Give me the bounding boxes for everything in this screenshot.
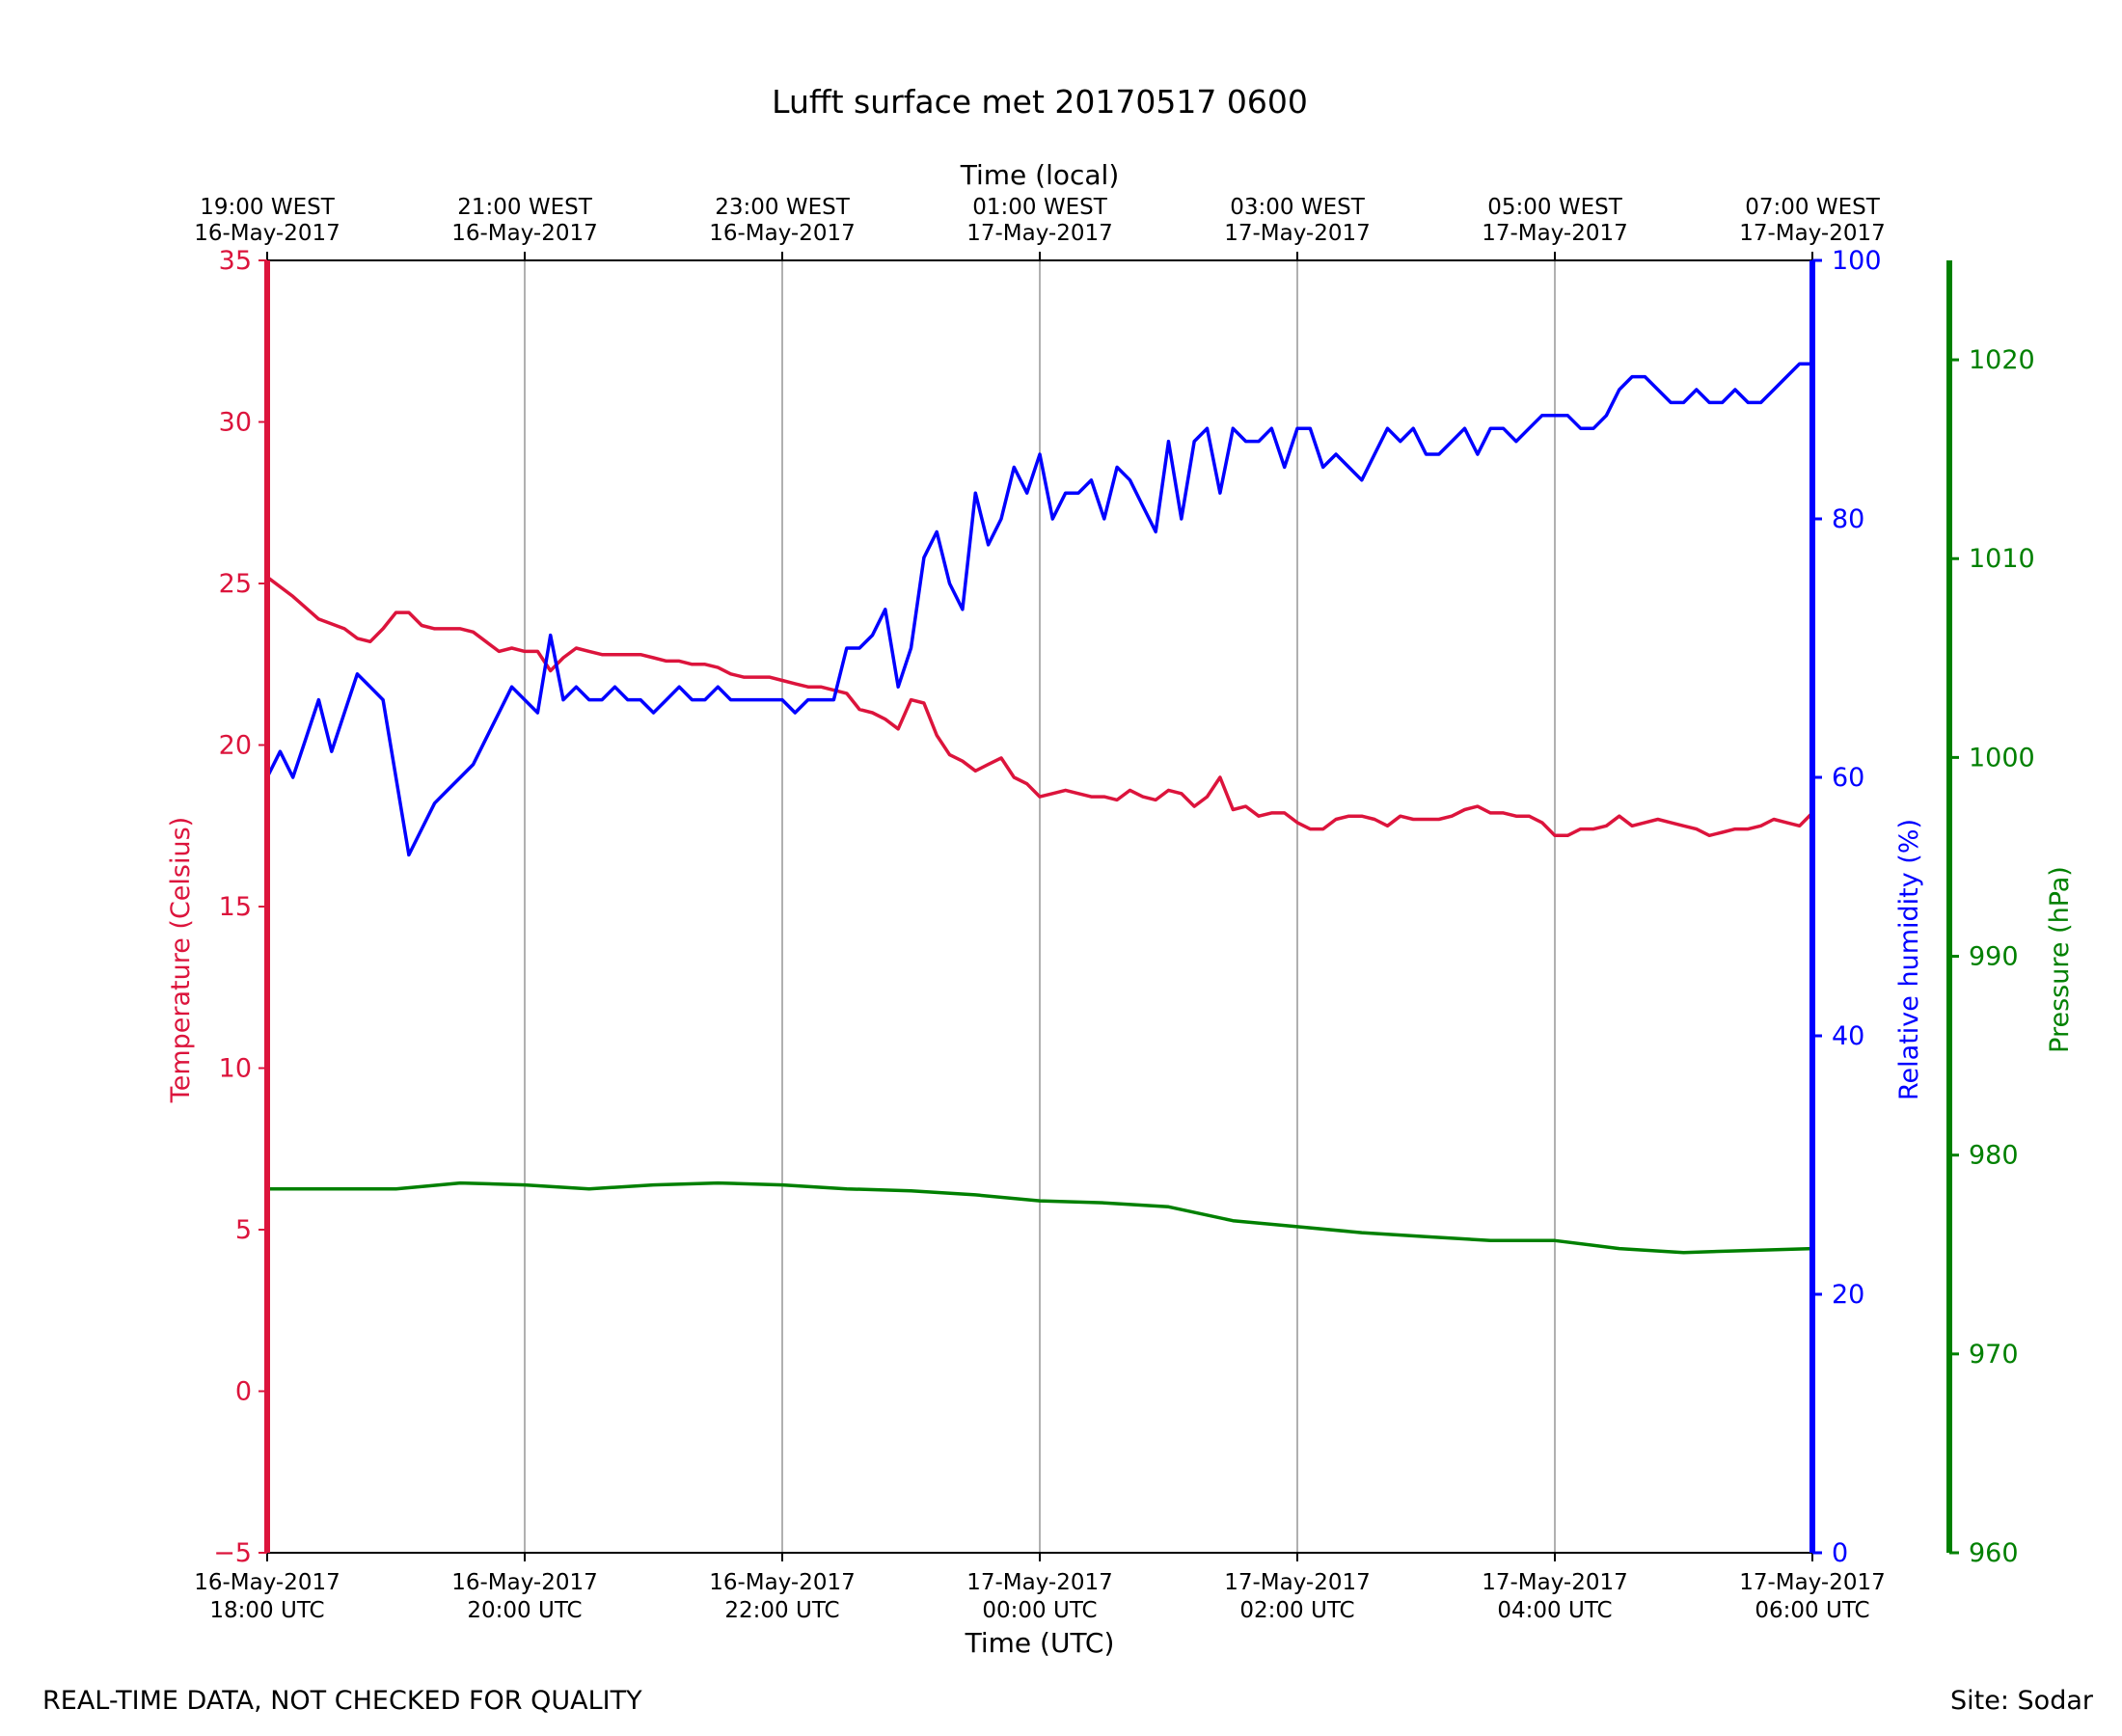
x2-tick-label-date: 16-May-2017 (194, 221, 340, 246)
x2-tick-label-date: 17-May-2017 (966, 221, 1113, 246)
temperature-tick-label: −5 (213, 1538, 252, 1568)
humidity-line (265, 362, 1812, 857)
x-tick-label-time: 20:00 UTC (467, 1598, 582, 1623)
x2-tick-label-time: 03:00 WEST (1230, 195, 1365, 220)
x-tick-label-date: 17-May-2017 (1482, 1570, 1628, 1595)
x-tick-label-date: 16-May-2017 (709, 1570, 856, 1595)
x2-tick-label-time: 19:00 WEST (200, 195, 335, 220)
x-tick-label-time: 06:00 UTC (1755, 1598, 1869, 1623)
x-tick-label-time: 00:00 UTC (982, 1598, 1097, 1623)
x2-tick-label-time: 01:00 WEST (972, 195, 1107, 220)
pressure-axis-label: Pressure (hPa) (2045, 866, 2075, 1053)
x-tick-label-date: 17-May-2017 (1739, 1570, 1886, 1595)
temperature-tick-label: 25 (219, 569, 252, 599)
site-label: Site: Sodar (1950, 1686, 2093, 1716)
temperature-tick-label: 35 (219, 246, 252, 276)
x2-tick-label-time: 07:00 WEST (1745, 195, 1880, 220)
x2-tick-label-date: 16-May-2017 (451, 221, 598, 246)
chart-title: Lufft surface met 20170517 0600 (772, 83, 1308, 121)
pressure-tick-label: 970 (1969, 1340, 2019, 1370)
pressure-line (267, 1180, 1813, 1255)
pressure-tick-label: 1000 (1969, 743, 2035, 773)
x-tick-label-date: 16-May-2017 (194, 1570, 340, 1595)
grid-lines (524, 260, 1556, 1553)
x2-tick-label-date: 16-May-2017 (709, 221, 856, 246)
x2-tick-label-date: 17-May-2017 (1224, 221, 1371, 246)
x2-tick-label-date: 17-May-2017 (1482, 221, 1628, 246)
pressure-tick-label: 980 (1969, 1141, 2019, 1171)
temperature-tick-label: 20 (219, 731, 252, 761)
pressure-tick-label: 990 (1969, 942, 2019, 972)
temperature-tick-label: 0 (235, 1377, 252, 1407)
temperature-tick-label: 15 (219, 892, 252, 922)
x-tick-label-time: 18:00 UTC (209, 1598, 324, 1623)
x2-tick-label-time: 21:00 WEST (457, 195, 592, 220)
x-tick-label-date: 16-May-2017 (451, 1570, 598, 1595)
x-tick-label-time: 22:00 UTC (724, 1598, 839, 1623)
humidity-tick-label: 40 (1832, 1021, 1864, 1051)
x-tick-label-date: 17-May-2017 (966, 1570, 1113, 1595)
x2-tick-label-time: 23:00 WEST (715, 195, 850, 220)
x2-tick-label-date: 17-May-2017 (1739, 221, 1886, 246)
x-tick-label-date: 17-May-2017 (1224, 1570, 1371, 1595)
humidity-tick-label: 0 (1832, 1538, 1848, 1568)
humidity-tick-label: 20 (1832, 1280, 1864, 1310)
x-tick-label-time: 02:00 UTC (1239, 1598, 1354, 1623)
pressure-tick-label: 960 (1969, 1538, 2019, 1568)
pressure-tick-label: 1020 (1969, 345, 2035, 375)
x-tick-label-time: 04:00 UTC (1497, 1598, 1612, 1623)
pressure-tick-label: 1010 (1969, 544, 2035, 574)
temperature-tick-label: 5 (235, 1215, 252, 1245)
humidity-tick-label: 100 (1832, 246, 1882, 276)
humidity-tick-label: 60 (1832, 763, 1864, 793)
temperature-tick-label: 10 (219, 1054, 252, 1084)
temperature-axis-label: Temperature (Celsius) (166, 817, 196, 1103)
series-layer (265, 362, 1814, 1255)
humidity-tick-label: 80 (1832, 504, 1864, 534)
humidity-axis-label: Relative humidity (%) (1894, 819, 1924, 1100)
x2-tick-label-time: 05:00 WEST (1487, 195, 1622, 220)
temperature-tick-label: 30 (219, 408, 252, 438)
quality-disclaimer: REAL-TIME DATA, NOT CHECKED FOR QUALITY (42, 1686, 642, 1716)
bottom-axis-label: Time (UTC) (965, 1627, 1115, 1659)
top-axis-label: Time (local) (960, 159, 1120, 191)
